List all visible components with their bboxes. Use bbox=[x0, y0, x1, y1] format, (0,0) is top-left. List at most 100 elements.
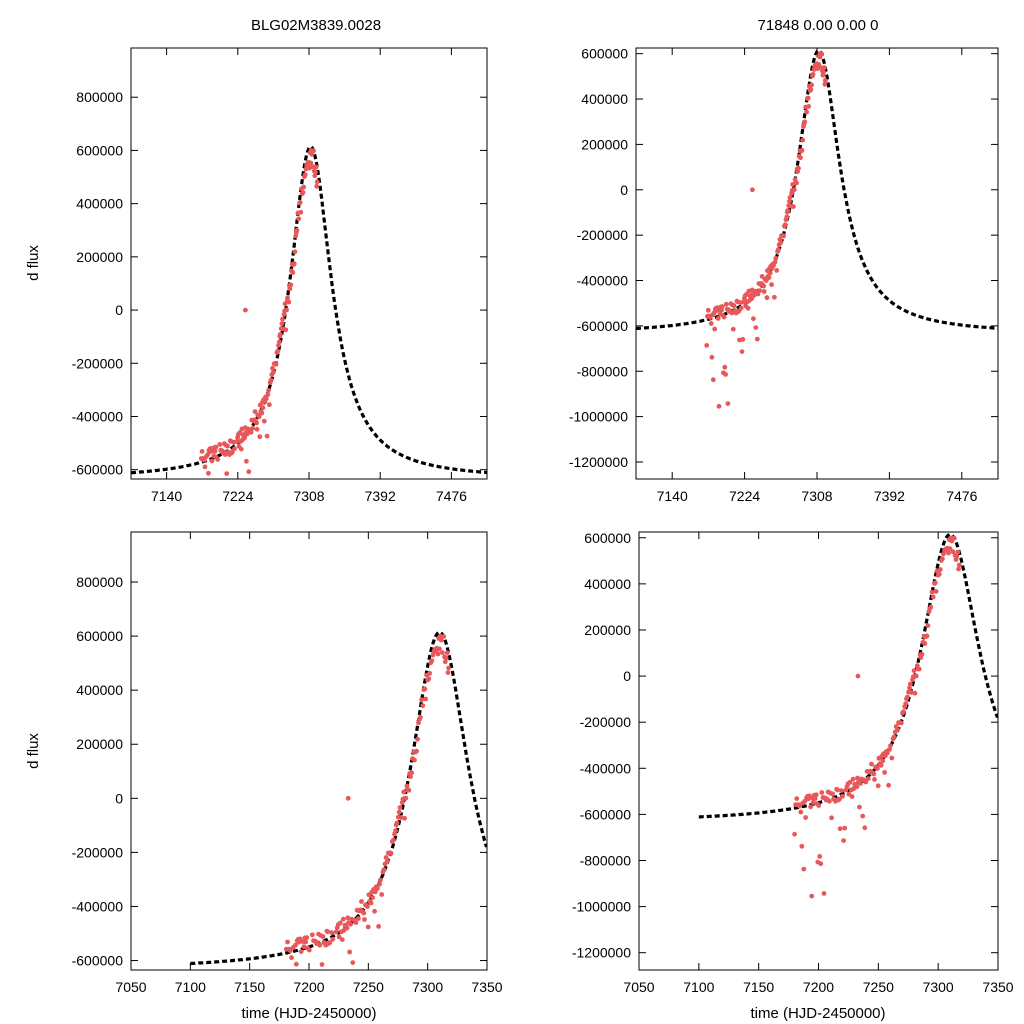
x-axis-label: time (HJD-2450000) bbox=[750, 1005, 885, 1022]
data-point bbox=[264, 433, 270, 439]
data-point bbox=[344, 925, 350, 931]
data-point bbox=[922, 641, 928, 646]
data-point bbox=[304, 935, 310, 940]
data-point bbox=[248, 483, 253, 488]
data-point bbox=[751, 293, 757, 298]
data-point bbox=[297, 200, 303, 205]
data-point bbox=[837, 796, 842, 802]
data-point bbox=[778, 240, 784, 245]
data-point bbox=[333, 929, 339, 935]
y-tick-label: 400000 bbox=[584, 576, 631, 592]
data-point bbox=[925, 623, 931, 628]
data-point bbox=[731, 303, 737, 309]
data-point bbox=[723, 301, 729, 307]
data-point bbox=[285, 295, 290, 301]
data-point bbox=[837, 826, 843, 832]
data-point bbox=[821, 65, 827, 71]
data-point bbox=[414, 748, 419, 754]
y-tick-label: 200000 bbox=[76, 249, 123, 265]
data-point bbox=[818, 65, 824, 70]
data-point bbox=[420, 703, 426, 708]
plot-frame bbox=[635, 47, 999, 480]
x-tick-label: 7476 bbox=[946, 488, 977, 504]
data-point bbox=[259, 410, 265, 416]
data-point bbox=[345, 795, 351, 801]
data-point bbox=[309, 932, 315, 938]
data-point bbox=[937, 567, 943, 572]
data-point bbox=[936, 571, 942, 577]
data-point bbox=[329, 930, 334, 935]
plot-frame bbox=[638, 531, 999, 971]
data-point bbox=[404, 783, 410, 789]
data-point bbox=[754, 336, 760, 342]
data-point bbox=[854, 784, 860, 790]
data-point bbox=[365, 904, 370, 909]
data-point bbox=[422, 686, 428, 692]
data-point bbox=[869, 761, 874, 767]
plot-frame bbox=[130, 47, 488, 480]
data-point bbox=[785, 208, 791, 213]
data-point bbox=[782, 222, 788, 228]
y-tick-label: 0 bbox=[115, 790, 123, 806]
data-point bbox=[254, 420, 259, 426]
data-point bbox=[804, 109, 809, 115]
data-point bbox=[885, 750, 890, 756]
data-point bbox=[356, 916, 361, 921]
y-tick-label: -600000 bbox=[72, 462, 124, 478]
data-point bbox=[314, 183, 320, 189]
data-point bbox=[294, 227, 300, 233]
data-point bbox=[875, 783, 881, 789]
y-tick-label: -1200000 bbox=[569, 454, 628, 470]
data-point bbox=[348, 921, 353, 927]
data-point bbox=[860, 813, 866, 819]
data-point bbox=[418, 714, 423, 720]
data-point bbox=[243, 307, 248, 313]
data-point bbox=[419, 697, 424, 703]
data-point bbox=[303, 939, 309, 945]
data-point bbox=[901, 709, 906, 715]
y-tick-label: 400000 bbox=[76, 682, 123, 698]
data-point bbox=[821, 891, 827, 896]
data-point bbox=[888, 743, 893, 749]
data-point bbox=[956, 562, 962, 568]
data-point bbox=[270, 365, 275, 371]
data-point bbox=[766, 275, 772, 280]
data-point bbox=[719, 304, 725, 309]
data-point bbox=[818, 861, 824, 867]
data-point bbox=[372, 908, 377, 914]
data-point bbox=[339, 937, 345, 942]
data-point bbox=[375, 886, 380, 891]
data-point bbox=[916, 666, 922, 672]
data-point bbox=[862, 825, 868, 831]
data-point bbox=[271, 369, 276, 375]
data-point bbox=[745, 305, 751, 311]
data-point bbox=[444, 650, 450, 656]
data-point bbox=[800, 137, 806, 143]
x-tick-label: 7300 bbox=[412, 979, 443, 995]
data-point bbox=[705, 307, 711, 313]
y-tick-label: 600000 bbox=[581, 46, 628, 62]
data-point bbox=[940, 556, 945, 562]
data-point bbox=[794, 180, 799, 186]
data-point bbox=[829, 815, 834, 821]
data-point bbox=[808, 804, 813, 810]
data-point bbox=[803, 815, 808, 820]
data-point bbox=[260, 405, 266, 411]
data-point bbox=[257, 434, 263, 440]
data-point bbox=[275, 348, 281, 354]
data-point bbox=[213, 444, 219, 450]
data-point bbox=[290, 996, 295, 1001]
y-tick-label: -400000 bbox=[72, 408, 124, 424]
y-tick-label: 800000 bbox=[76, 89, 123, 105]
data-point bbox=[761, 283, 767, 289]
y-tick-label: -1000000 bbox=[572, 899, 631, 915]
y-tick-label: 800000 bbox=[76, 574, 123, 590]
data-point bbox=[725, 401, 731, 406]
data-point bbox=[244, 431, 250, 437]
data-point bbox=[308, 160, 314, 166]
data-point bbox=[217, 524, 222, 529]
data-point bbox=[819, 790, 825, 795]
data-point bbox=[409, 770, 414, 776]
data-point bbox=[904, 694, 910, 700]
data-point bbox=[721, 314, 727, 320]
